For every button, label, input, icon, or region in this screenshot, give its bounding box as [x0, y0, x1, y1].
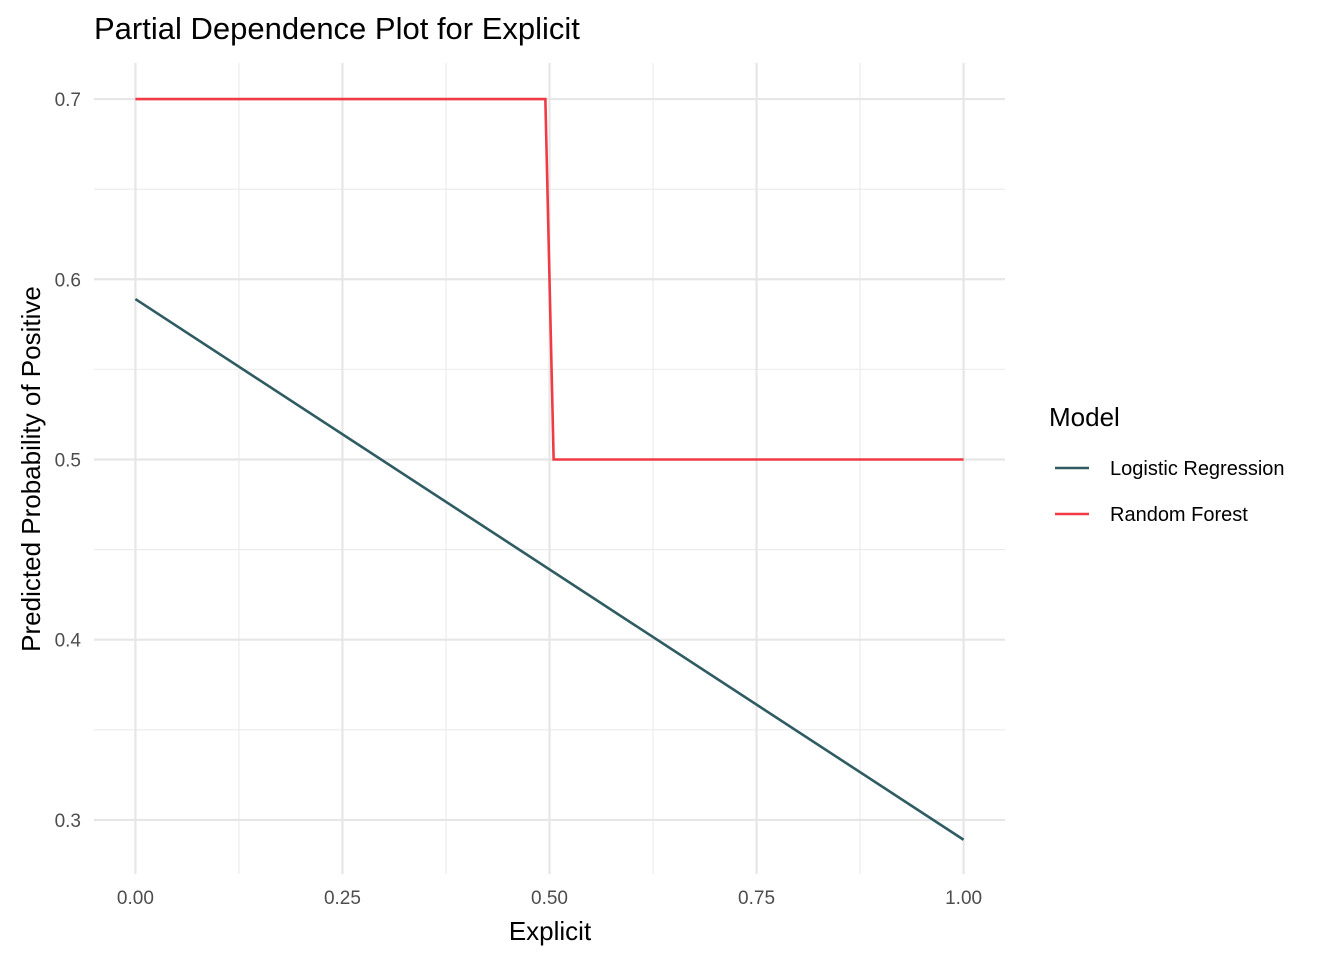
y-axis-ticks: 0.3 0.4 0.5 0.6 0.7: [55, 90, 82, 832]
x-tick-label: 1.00: [945, 888, 982, 909]
x-tick-label: 0.50: [531, 888, 568, 909]
legend-items: Logistic Regression Random Forest: [1055, 458, 1285, 526]
y-tick-label: 0.3: [55, 811, 81, 832]
x-tick-label: 0.25: [324, 888, 361, 909]
legend-item: Random Forest: [1055, 504, 1248, 526]
series-lines: [134, 97, 965, 841]
legend-label: Random Forest: [1110, 504, 1248, 526]
series-line-logistic-regression: [134, 298, 965, 841]
grid: [94, 63, 1005, 874]
y-tick-label: 0.4: [55, 631, 82, 652]
y-axis-title: Predicted Probability of Positive: [16, 286, 46, 652]
series-line-random-forest: [135, 97, 964, 461]
y-tick-label: 0.5: [55, 450, 81, 471]
legend-item: Logistic Regression: [1055, 458, 1285, 480]
x-tick-label: 0.75: [738, 888, 775, 909]
x-axis-title: Explicit: [509, 916, 592, 946]
legend: Model Logistic Regression Random Forest: [1049, 402, 1285, 526]
y-tick-label: 0.7: [55, 90, 81, 111]
chart-title: Partial Dependence Plot for Explicit: [94, 11, 580, 46]
y-tick-label: 0.6: [55, 270, 81, 291]
x-axis-ticks: 0.00 0.25 0.50 0.75 1.00: [117, 888, 982, 909]
x-tick-label: 0.00: [117, 888, 154, 909]
legend-title: Model: [1049, 402, 1120, 432]
legend-label: Logistic Regression: [1110, 458, 1285, 480]
